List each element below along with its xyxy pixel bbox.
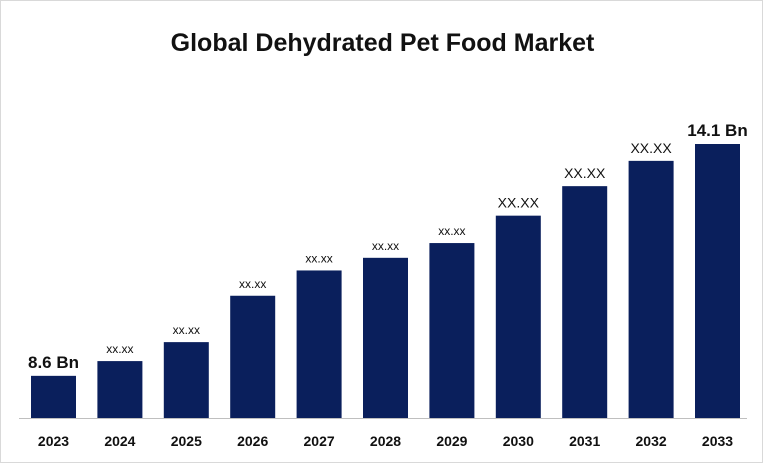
data-label-2026: xx.xx [239,277,266,291]
data-label-2029: xx.xx [438,224,465,238]
data-label-2024: xx.xx [106,342,133,356]
bar-2033 [695,144,740,418]
chart-title: Global Dehydrated Pet Food Market [170,29,595,57]
bar-2024 [97,361,143,418]
bar-2027 [296,270,342,418]
bar-2031 [562,186,608,418]
data-label-2031: XX.XX [564,165,606,181]
x-tick-label-2027: 2027 [304,433,335,449]
data-label-2023: 8.6 Bn [28,353,79,372]
x-tick-label-2033: 2033 [702,433,733,449]
bar-2025 [163,342,209,418]
data-label-2033: 14.1 Bn [687,121,747,140]
x-tick-label-2028: 2028 [370,433,401,449]
x-tick-label-2025: 2025 [171,433,202,449]
bar-2026 [230,295,276,418]
data-label-2032: XX.XX [630,140,672,156]
data-label-2028: xx.xx [372,239,399,253]
data-label-2030: XX.XX [498,195,540,211]
bar-2023 [31,375,76,418]
x-tick-label-2032: 2032 [636,433,667,449]
data-label-2025: xx.xx [173,323,200,337]
x-tick-label-2030: 2030 [503,433,534,449]
bar-2032 [628,160,674,418]
x-tick-label-2026: 2026 [237,433,268,449]
data-label-2027: xx.xx [305,251,332,265]
x-tick-label-2031: 2031 [569,433,600,449]
x-tick-label-2024: 2024 [104,433,135,449]
bar-2029 [429,243,475,418]
bar-2028 [363,257,408,418]
x-tick-label-2023: 2023 [38,433,69,449]
x-tick-label-2029: 2029 [436,433,467,449]
bar-2030 [495,215,541,418]
